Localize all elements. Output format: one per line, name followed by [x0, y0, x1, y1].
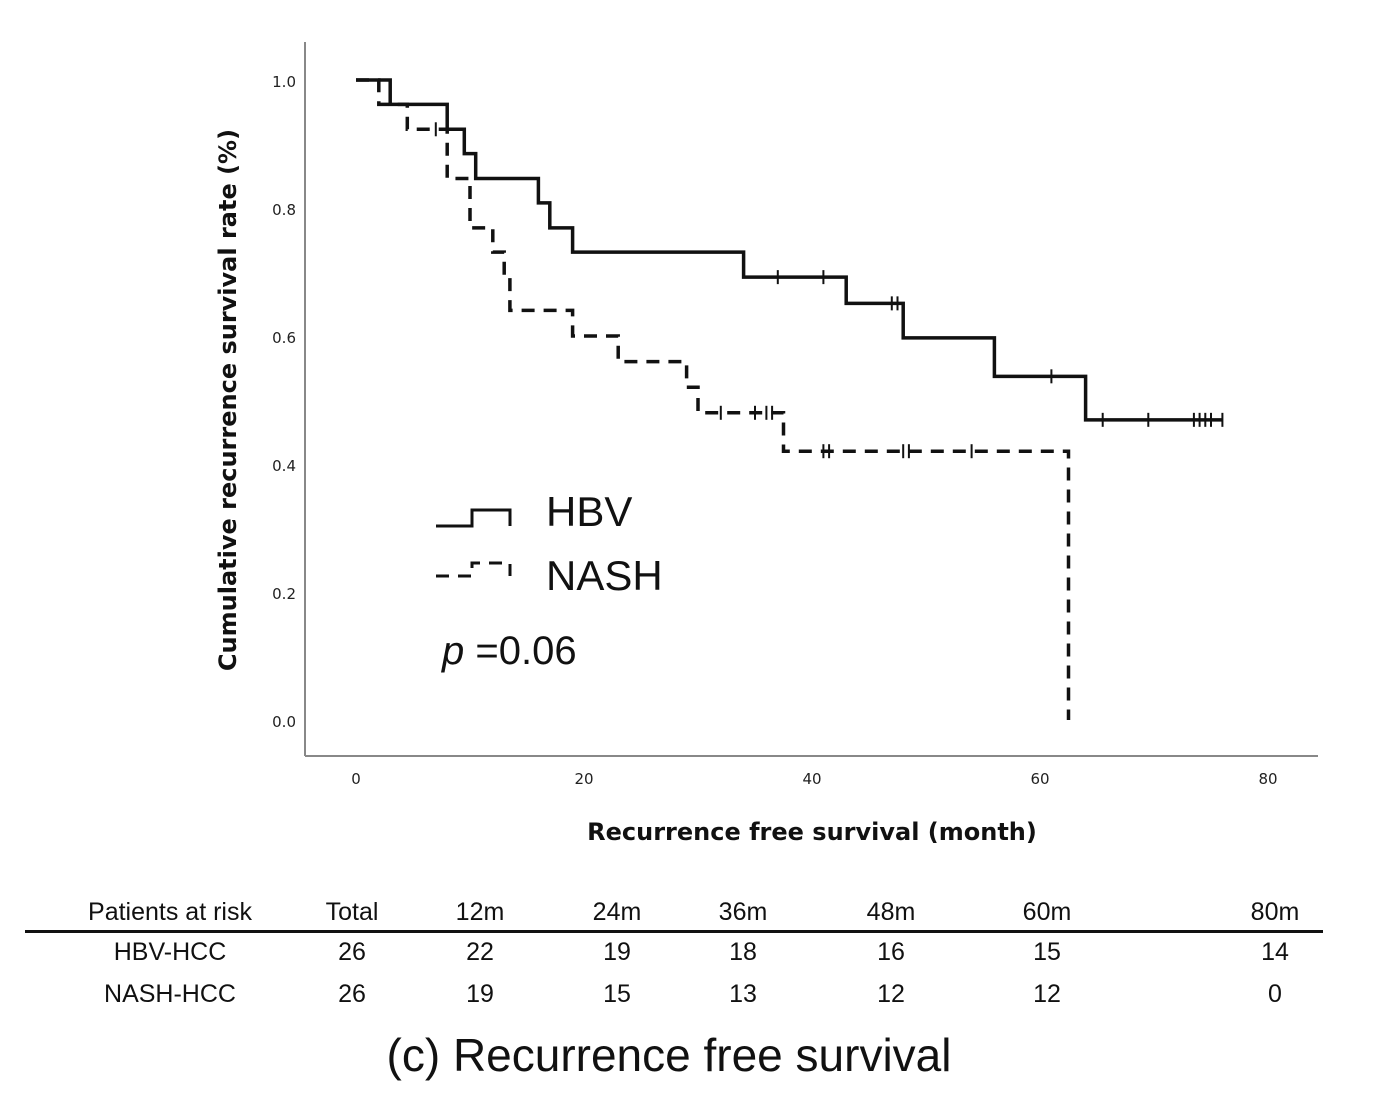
risk-cell: 26 [338, 980, 366, 1008]
x-axis-title: Recurrence free survival (month) [587, 818, 1037, 846]
x-tick-label: 0 [351, 770, 361, 788]
risk-column-header: 48m [866, 898, 916, 926]
p-value-number: =0.06 [464, 629, 576, 673]
risk-cell: 16 [877, 938, 905, 966]
x-tick-label: 40 [802, 770, 821, 788]
x-tick-label: 60 [1030, 770, 1049, 788]
risk-row-label: NASH-HCC [104, 980, 236, 1008]
y-axis-title: Cumulative recurrence survival rate (%) [214, 129, 242, 671]
risk-table-rule [25, 930, 1323, 933]
p-symbol: p [441, 629, 464, 673]
risk-cell: 19 [603, 938, 631, 966]
risk-column-header: 80m [1250, 898, 1300, 926]
y-tick-label: 0.0 [272, 713, 296, 731]
legend-swatch-hbv [436, 508, 512, 528]
risk-column-header: 12m [455, 898, 505, 926]
y-tick-label: 0.6 [272, 329, 296, 347]
survival-line-hbv [356, 78, 1223, 422]
legend-label-nash: NASH [546, 552, 663, 599]
risk-cell: 15 [603, 980, 631, 1008]
y-tick-label: 0.2 [272, 585, 296, 603]
p-value: p =0.06 [441, 629, 577, 673]
survival-line-nash [356, 78, 1071, 720]
risk-cell: 0 [1268, 980, 1282, 1008]
x-tick-label: 80 [1258, 770, 1277, 788]
risk-cell: 12 [877, 980, 905, 1008]
legend-swatch-nash [436, 561, 512, 578]
y-tick-label: 1.0 [272, 73, 296, 91]
risk-cell: 22 [466, 938, 494, 966]
risk-column-header: 36m [718, 898, 768, 926]
risk-cell: 26 [338, 938, 366, 966]
km-chart: 0.0 0.2 0.4 0.6 0.8 1.0 0 20 40 60 80 Re… [214, 42, 1318, 846]
risk-row-label: HBV-HCC [113, 938, 227, 966]
survival-curves [356, 78, 1224, 720]
risk-header-label: Patients at risk [88, 898, 252, 926]
x-tick-label: 20 [574, 770, 593, 788]
risk-cell: 19 [466, 980, 494, 1008]
figure-caption: (c) Recurrence free survival [386, 1029, 952, 1081]
risk-column-header: 60m [1022, 898, 1072, 926]
y-tick-label: 0.4 [272, 457, 296, 475]
risk-cell: 13 [729, 980, 757, 1008]
risk-column-header: 24m [592, 898, 642, 926]
risk-cell: 18 [729, 938, 757, 966]
legend: HBV NASH [436, 488, 663, 599]
y-tick-label: 0.8 [272, 201, 296, 219]
legend-label-hbv: HBV [546, 488, 632, 535]
risk-cell: 12 [1033, 980, 1061, 1008]
risk-column-header: Total [325, 898, 379, 926]
risk-cell: 14 [1261, 938, 1289, 966]
risk-cell: 15 [1033, 938, 1061, 966]
